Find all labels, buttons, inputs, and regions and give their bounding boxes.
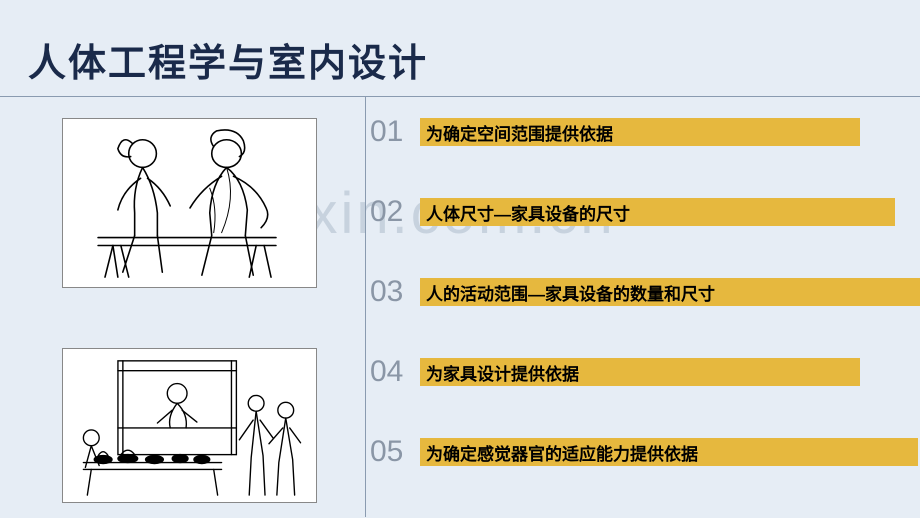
list-item: 02 人体尺寸—家具设备的尺寸 — [370, 195, 895, 229]
vertical-divider — [365, 97, 366, 517]
dining-scene-sketch — [62, 348, 317, 503]
item-number: 03 — [370, 275, 420, 309]
item-bar: 人体尺寸—家具设备的尺寸 — [420, 198, 895, 226]
list-item: 03 人的活动范围—家具设备的数量和尺寸 — [370, 275, 920, 309]
item-bar: 人的活动范围—家具设备的数量和尺寸 — [420, 278, 920, 306]
seated-figures-sketch — [62, 118, 317, 288]
item-number: 05 — [370, 435, 420, 469]
title-underline — [0, 96, 920, 97]
list-item: 05 为确定感觉器官的适应能力提供依据 — [370, 435, 918, 469]
item-number: 01 — [370, 115, 420, 149]
item-number: 02 — [370, 195, 420, 229]
page-title: 人体工程学与室内设计 — [28, 32, 428, 87]
list-item: 04 为家具设计提供依据 — [370, 355, 860, 389]
item-bar: 为确定空间范围提供依据 — [420, 118, 860, 146]
item-bar: 为家具设计提供依据 — [420, 358, 860, 386]
list-item: 01 为确定空间范围提供依据 — [370, 115, 860, 149]
item-bar: 为确定感觉器官的适应能力提供依据 — [420, 438, 918, 466]
item-number: 04 — [370, 355, 420, 389]
